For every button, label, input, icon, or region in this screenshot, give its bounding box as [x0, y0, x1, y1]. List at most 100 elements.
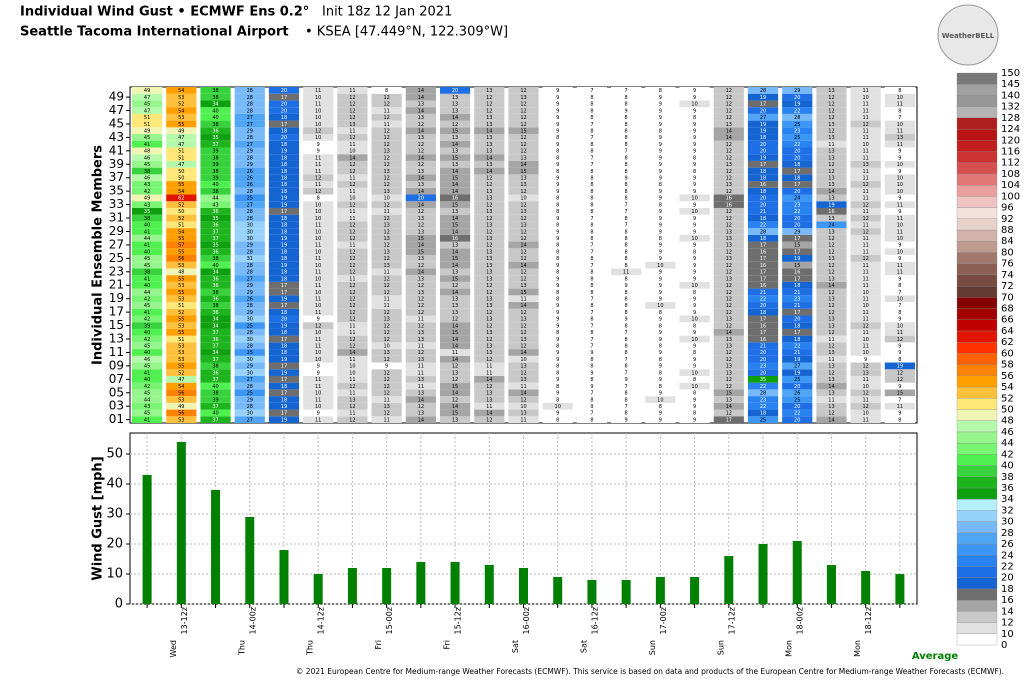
heatmap-cell [439, 362, 471, 370]
heatmap-cell [474, 241, 505, 249]
heatmap-cell [850, 221, 881, 229]
cell-label: 11 [349, 323, 355, 329]
x-tick-label: 17-12z [727, 607, 736, 634]
cell-label: 26 [247, 296, 253, 302]
heatmap-cell [611, 113, 642, 121]
cell-label: 12 [383, 290, 389, 296]
heatmap-cell [713, 369, 744, 376]
heatmap-cell [816, 315, 847, 323]
member-label: 11 [109, 345, 124, 359]
heatmap-cell [850, 369, 881, 376]
heatmap-cell [576, 302, 608, 309]
cell-label: 8 [898, 417, 901, 423]
cell-label: 16 [828, 209, 834, 215]
heatmap-cell [371, 295, 402, 303]
cell-label: 10 [691, 370, 697, 376]
cell-label: 15 [452, 128, 458, 134]
heatmap-cell [611, 268, 642, 276]
heatmap-cell [405, 302, 436, 309]
colorbar-swatch [956, 409, 998, 421]
cell-label: 14 [828, 189, 834, 195]
heatmap-cell [132, 120, 163, 128]
cell-label: 48 [178, 270, 184, 276]
heatmap-cell [166, 140, 197, 148]
cell-label: 11 [315, 182, 321, 188]
heatmap-cell [268, 147, 300, 155]
heatmap-cell [337, 308, 368, 316]
heatmap-cell [439, 167, 471, 175]
cell-label: 9 [659, 142, 662, 148]
heatmap-cell [166, 207, 197, 215]
heatmap-cell [542, 389, 573, 397]
cell-label: 12 [349, 344, 355, 350]
cell-label: 9 [659, 276, 662, 282]
cell-label: 13 [486, 397, 492, 403]
cell-label: 9 [659, 122, 662, 128]
cell-label: 27 [247, 115, 253, 121]
heatmap-cell [303, 87, 334, 94]
heatmap-cell [576, 167, 608, 175]
cell-label: 12 [452, 283, 458, 289]
heatmap-cell [371, 302, 402, 309]
heatmap-cell [508, 140, 539, 148]
heatmap-cell [782, 154, 813, 161]
heatmap-cell [782, 402, 813, 410]
heatmap-cell [439, 315, 471, 323]
colorbar-label: 14 [1001, 606, 1014, 617]
cell-label: 9 [556, 310, 559, 316]
heatmap-cell [576, 255, 608, 262]
heatmap-cell [816, 322, 847, 329]
cell-label: 16 [726, 196, 732, 202]
heatmap-cell [576, 221, 608, 229]
cell-label: 11 [897, 270, 903, 276]
cell-label: 8 [590, 283, 593, 289]
heatmap-cell [371, 268, 402, 276]
cell-label: 9 [898, 256, 901, 262]
heatmap-cell [576, 234, 608, 242]
cell-label: 10 [349, 149, 355, 155]
x-axis-label: Average [912, 651, 959, 662]
heatmap-cell [405, 382, 436, 390]
cell-label: 50 [178, 209, 184, 215]
heatmap-cell [679, 396, 710, 403]
cell-label: 30 [247, 223, 253, 229]
cell-label: 18 [281, 142, 287, 148]
heatmap-cell [679, 207, 710, 215]
cell-label: 18 [281, 128, 287, 134]
heatmap-cell [542, 87, 573, 94]
heatmap-cell [166, 302, 197, 309]
cell-label: 9 [693, 296, 696, 302]
heatmap-cell [268, 275, 300, 282]
heatmap-cell [405, 349, 436, 356]
cell-label: 12 [862, 391, 868, 397]
heatmap-cell [645, 261, 676, 269]
heatmap-cell [816, 120, 847, 128]
cell-label: 13 [486, 88, 492, 94]
cell-label: 14 [418, 88, 424, 94]
heatmap-cell [234, 221, 265, 229]
cell-label: 11 [349, 411, 355, 417]
cell-label: 29 [247, 290, 253, 296]
cell-label: 11 [828, 397, 834, 403]
cell-label: 11 [828, 337, 834, 343]
heatmap-cell [611, 194, 642, 202]
heatmap-cell [611, 100, 642, 108]
cell-label: 17 [794, 276, 800, 282]
cell-label: 28 [760, 391, 766, 397]
cell-label: 47 [178, 162, 184, 168]
heatmap-cell [679, 167, 710, 175]
cell-label: 45 [144, 162, 150, 168]
heatmap-cell [782, 201, 813, 208]
heatmap-cell [850, 147, 881, 155]
cell-label: 36 [212, 209, 218, 215]
cell-label: 8 [625, 155, 628, 161]
cell-label: 12 [520, 370, 526, 376]
cell-label: 8 [590, 317, 593, 323]
heatmap-cell [713, 349, 744, 356]
heatmap-cell [884, 342, 915, 350]
heatmap-cell [884, 221, 915, 229]
cell-label: 12 [828, 115, 834, 121]
cell-label: 12 [520, 135, 526, 141]
heatmap-cell [234, 402, 265, 410]
heatmap-cell [645, 335, 676, 343]
